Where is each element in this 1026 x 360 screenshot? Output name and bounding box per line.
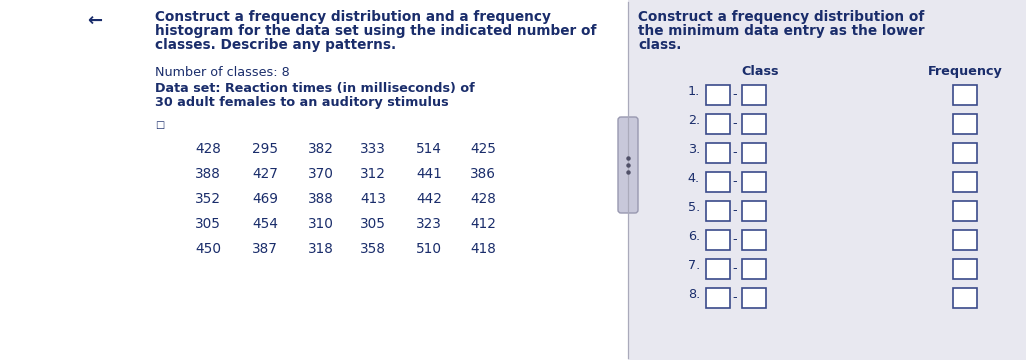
Text: 5.: 5. [687, 201, 700, 214]
Text: 8.: 8. [687, 288, 700, 301]
Text: 352: 352 [195, 192, 221, 206]
Text: 510: 510 [416, 242, 442, 256]
Text: 388: 388 [195, 167, 221, 181]
FancyBboxPatch shape [706, 85, 731, 105]
Text: 305: 305 [360, 217, 386, 231]
Text: 4.: 4. [687, 172, 700, 185]
Text: 418: 418 [470, 242, 496, 256]
Text: -: - [733, 176, 738, 189]
Text: Construct a frequency distribution of: Construct a frequency distribution of [638, 10, 924, 24]
Text: Class: Class [741, 65, 779, 78]
Text: -: - [733, 117, 738, 131]
FancyBboxPatch shape [953, 143, 977, 163]
Text: classes. Describe any patterns.: classes. Describe any patterns. [155, 38, 396, 52]
Text: 6.: 6. [687, 230, 700, 243]
FancyBboxPatch shape [706, 114, 731, 134]
FancyBboxPatch shape [742, 172, 766, 192]
Text: -: - [733, 262, 738, 275]
FancyBboxPatch shape [953, 288, 977, 308]
Text: 30 adult females to an auditory stimulus: 30 adult females to an auditory stimulus [155, 96, 448, 109]
Text: 428: 428 [195, 142, 221, 156]
Text: 514: 514 [416, 142, 442, 156]
Text: 450: 450 [195, 242, 221, 256]
Text: the minimum data entry as the lower: the minimum data entry as the lower [638, 24, 924, 38]
Text: class.: class. [638, 38, 681, 52]
Text: 412: 412 [470, 217, 496, 231]
Text: 312: 312 [360, 167, 386, 181]
Text: Construct a frequency distribution and a frequency: Construct a frequency distribution and a… [155, 10, 551, 24]
Bar [0, 0, 628, 360]
FancyBboxPatch shape [706, 172, 731, 192]
FancyBboxPatch shape [953, 85, 977, 105]
FancyBboxPatch shape [706, 259, 731, 279]
Text: 318: 318 [308, 242, 333, 256]
Text: 1.: 1. [687, 85, 700, 98]
FancyBboxPatch shape [706, 288, 731, 308]
Text: 441: 441 [416, 167, 442, 181]
FancyBboxPatch shape [742, 230, 766, 250]
Text: 388: 388 [308, 192, 333, 206]
FancyBboxPatch shape [953, 172, 977, 192]
FancyBboxPatch shape [953, 114, 977, 134]
Text: -: - [733, 147, 738, 159]
Text: 2.: 2. [687, 114, 700, 127]
Text: □: □ [155, 120, 164, 130]
Text: histogram for the data set using the indicated number of: histogram for the data set using the ind… [155, 24, 596, 38]
FancyBboxPatch shape [742, 259, 766, 279]
Text: 310: 310 [308, 217, 333, 231]
Text: -: - [733, 204, 738, 217]
Text: Frequency: Frequency [928, 65, 1002, 78]
FancyBboxPatch shape [706, 143, 731, 163]
FancyBboxPatch shape [742, 288, 766, 308]
Text: 333: 333 [360, 142, 386, 156]
FancyBboxPatch shape [706, 230, 731, 250]
Text: 413: 413 [360, 192, 386, 206]
Text: 382: 382 [308, 142, 333, 156]
Text: ←: ← [87, 12, 103, 30]
Text: 358: 358 [360, 242, 386, 256]
Text: 428: 428 [470, 192, 496, 206]
Text: 323: 323 [416, 217, 442, 231]
FancyBboxPatch shape [618, 117, 638, 213]
Text: 370: 370 [308, 167, 333, 181]
FancyBboxPatch shape [742, 114, 766, 134]
FancyBboxPatch shape [742, 201, 766, 221]
FancyBboxPatch shape [953, 259, 977, 279]
Text: 387: 387 [252, 242, 278, 256]
Text: 425: 425 [470, 142, 496, 156]
Text: 295: 295 [252, 142, 278, 156]
Text: 3.: 3. [687, 143, 700, 156]
Text: -: - [733, 234, 738, 247]
Text: 7.: 7. [687, 259, 700, 272]
Text: Number of classes: 8: Number of classes: 8 [155, 66, 289, 79]
FancyBboxPatch shape [742, 143, 766, 163]
FancyBboxPatch shape [706, 201, 731, 221]
Text: 305: 305 [195, 217, 221, 231]
FancyBboxPatch shape [953, 201, 977, 221]
Text: 427: 427 [252, 167, 278, 181]
Text: Data set: Reaction times (in milliseconds) of: Data set: Reaction times (in millisecond… [155, 82, 475, 95]
Text: 442: 442 [416, 192, 442, 206]
Text: 469: 469 [252, 192, 278, 206]
FancyBboxPatch shape [953, 230, 977, 250]
Text: -: - [733, 89, 738, 102]
Text: -: - [733, 292, 738, 305]
Text: 386: 386 [470, 167, 496, 181]
FancyBboxPatch shape [742, 85, 766, 105]
Text: 454: 454 [252, 217, 278, 231]
